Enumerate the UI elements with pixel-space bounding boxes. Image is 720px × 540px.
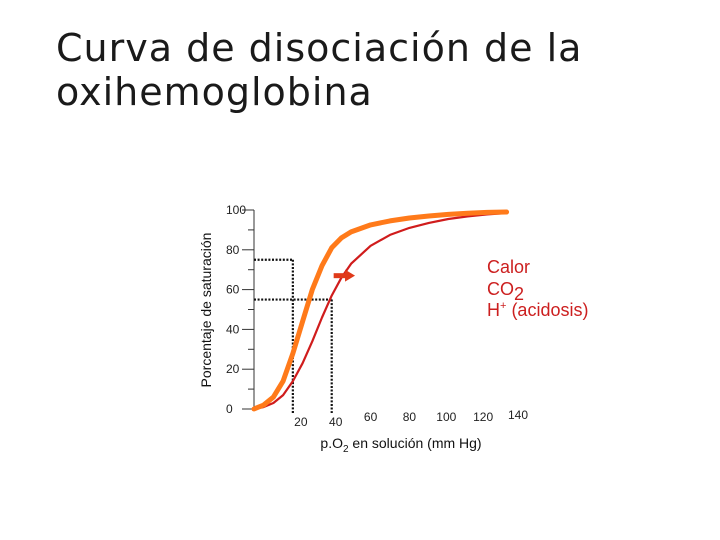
normal-dissociation-curve: [251, 209, 510, 412]
x-tick-label: 100: [436, 410, 456, 424]
annotation-h-plus: H+ (acidosis): [487, 300, 588, 320]
x-tick-label: 120: [473, 410, 493, 424]
annotation-h-main: H: [487, 300, 500, 320]
y-tick-label: 0: [226, 402, 233, 416]
x-tick-label: 40: [329, 415, 343, 429]
shift-arrow-layer: [333, 269, 356, 282]
x-axis-label-subscript: 2: [343, 444, 349, 455]
page-title: Curva de disociación de la oxihemoglobin…: [56, 26, 676, 114]
x-tick-label: 60: [364, 410, 378, 424]
y-tick-label: 80: [226, 243, 240, 257]
y-tick-label: 20: [226, 362, 240, 376]
title-line-1: Curva de disociación de la: [56, 26, 583, 70]
y-tick-label: 60: [226, 283, 240, 297]
y-axis-label: Porcentaje de saturación: [198, 233, 214, 388]
x-tick-label: 140: [508, 408, 528, 422]
annotation-h-sup: +: [500, 300, 506, 312]
axes: 0 20 40 60 80 100 20 40 60 80 100 120 140: [226, 203, 528, 429]
x-axis-label-part-1: p.O: [320, 435, 343, 451]
annotation-co2-main: CO: [487, 279, 514, 299]
x-axis-label-part-2: en solución (mm Hg): [349, 435, 482, 451]
shift-factors-annotation: Calor CO2 H+ (acidosis): [487, 257, 588, 320]
x-tick-label: 80: [403, 410, 417, 424]
annotation-co2-sub: 2: [514, 284, 524, 304]
annotation-heat: Calor: [487, 257, 530, 277]
shift-arrow-head: [345, 269, 356, 282]
annotation-co2: CO2: [487, 279, 524, 304]
x-tick-label: 20: [294, 415, 308, 429]
x-axis-label: p.O2 en solución (mm Hg): [320, 435, 481, 455]
y-tick-label: 40: [226, 322, 240, 336]
annotation-acidosis: (acidosis): [506, 300, 588, 320]
reference-lines: [254, 258, 333, 413]
y-tick-label: 100: [226, 203, 246, 217]
title-line-2: oxihemoglobina: [56, 70, 373, 114]
